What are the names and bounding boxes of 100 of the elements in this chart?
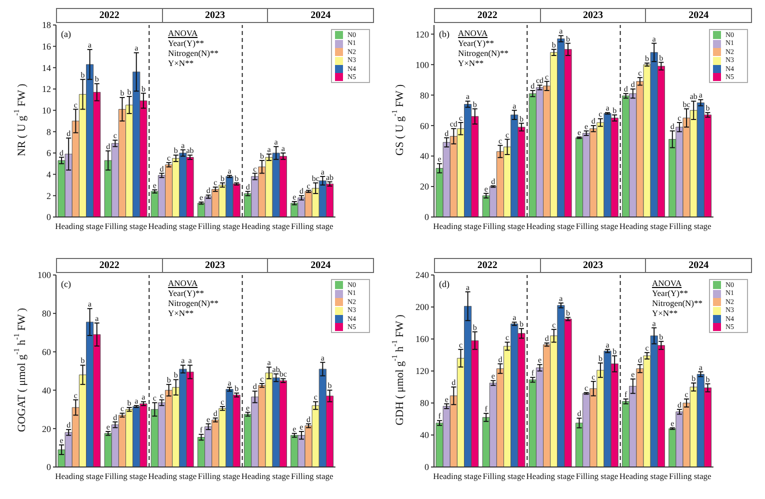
data-label: a — [188, 356, 192, 366]
x-tick-label: Filling stage — [482, 221, 526, 232]
annotation: Y×N** — [458, 58, 485, 68]
data-label: b — [519, 320, 524, 329]
data-label: d — [577, 409, 582, 418]
data-label: c — [113, 131, 118, 140]
data-label: e — [106, 422, 110, 432]
data-label: b — [519, 114, 524, 124]
data-label: b — [80, 70, 85, 80]
data-label: a — [88, 40, 92, 50]
data-label: d — [630, 80, 635, 89]
data-label: e — [491, 372, 496, 381]
x-tick-label: Filling stage — [198, 471, 240, 482]
x-tick-label: Heading stage — [55, 221, 104, 232]
data-label: b — [692, 374, 696, 383]
data-label: a — [181, 140, 186, 150]
x-tick-label: Filling stage — [198, 221, 240, 232]
annotation: Nitrogen(N)** — [168, 298, 219, 308]
data-label: e — [670, 418, 675, 428]
y-tick-label: 60 — [420, 120, 430, 131]
data-label: b — [166, 375, 171, 384]
data-label: b — [659, 53, 664, 62]
data-label: b — [612, 106, 617, 115]
y-tick-label: 4 — [46, 170, 52, 180]
y-tick-label: 80 — [420, 90, 430, 100]
x-tick-label: Heading stage — [148, 471, 197, 482]
data-label: c — [498, 136, 502, 146]
text: 2023 — [162, 259, 268, 272]
data-label: c — [152, 394, 157, 403]
annotation: (a) — [61, 29, 71, 39]
data-label: d — [544, 334, 549, 343]
annotation: Year(Y)** — [168, 288, 205, 298]
data-label: a — [320, 167, 325, 176]
x-tick-label: Filling stage — [669, 221, 712, 232]
data-label: bc — [682, 100, 691, 109]
annotation: ANOVA — [168, 278, 199, 288]
data-label: e — [444, 394, 449, 404]
data-label: d — [677, 400, 682, 410]
data-label: c — [160, 390, 164, 400]
x-tick-label: Filling stage — [104, 471, 148, 482]
y-tick-label: 18 — [42, 20, 52, 30]
x-tick-label: Heading stage — [433, 471, 482, 482]
text: 2023 — [540, 259, 646, 272]
data-label: d — [638, 356, 642, 365]
data-label: c — [458, 340, 463, 350]
data-label: c — [314, 392, 318, 402]
y-tick-label: 0 — [424, 212, 430, 222]
x-tick-label: Heading stage — [148, 221, 197, 232]
data-label: b — [645, 54, 650, 64]
data-label: d — [60, 148, 64, 158]
data-label: b — [220, 174, 224, 183]
annotation: Year(Y)** — [458, 38, 495, 48]
data-label: c — [220, 398, 225, 407]
x-tick-label: Heading stage — [241, 221, 290, 232]
y-tick-label: 200 — [416, 302, 430, 312]
data-label: a — [606, 340, 610, 350]
x-tick-label: Heading stage — [619, 471, 668, 482]
data-label: c — [458, 114, 463, 123]
data-label: f — [484, 404, 488, 414]
y-tick-label: 0 — [46, 212, 52, 222]
annotation: (c) — [61, 279, 71, 289]
data-label: bc — [279, 370, 288, 379]
data-label: e — [152, 180, 157, 190]
data-label: cd — [450, 120, 458, 129]
x-tick-label: Filling stage — [291, 471, 334, 482]
data-label: c — [506, 130, 510, 140]
data-label: b — [659, 332, 664, 342]
data-label: ab — [186, 146, 194, 156]
data-label: b — [234, 174, 239, 183]
data-label: c — [260, 374, 264, 384]
data-label: d — [299, 186, 304, 196]
data-label: b — [127, 87, 132, 96]
text: 2023 — [162, 9, 268, 22]
data-label: b — [127, 398, 132, 408]
data-label: a — [134, 44, 139, 53]
data-label: a — [606, 104, 610, 113]
data-label: b — [566, 34, 570, 44]
data-label: b — [612, 346, 617, 356]
data-label: e — [292, 424, 297, 434]
data-label: d — [66, 420, 71, 430]
data-label: e — [300, 422, 304, 432]
x-tick-label: Heading stage — [55, 471, 104, 482]
y-tick-label: 2 — [46, 190, 51, 201]
data-label: a — [228, 166, 232, 176]
data-label: d — [591, 116, 596, 126]
data-label: c — [552, 320, 556, 330]
data-label: a — [652, 318, 656, 328]
annotation: Y×N** — [168, 58, 195, 68]
y-tick-label: 40 — [420, 430, 430, 440]
data-label: a — [652, 34, 656, 44]
y-tick-label: 80 — [42, 308, 52, 319]
data-label: c — [167, 154, 172, 163]
data-label: a — [698, 90, 703, 100]
data-label: e — [584, 122, 589, 131]
data-label: d — [306, 414, 311, 424]
text: 2022 — [476, 9, 498, 22]
data-label: f — [624, 390, 628, 399]
data-label: b — [706, 104, 710, 113]
data-label: a — [698, 362, 703, 372]
y-tick-label: 6 — [46, 148, 52, 158]
